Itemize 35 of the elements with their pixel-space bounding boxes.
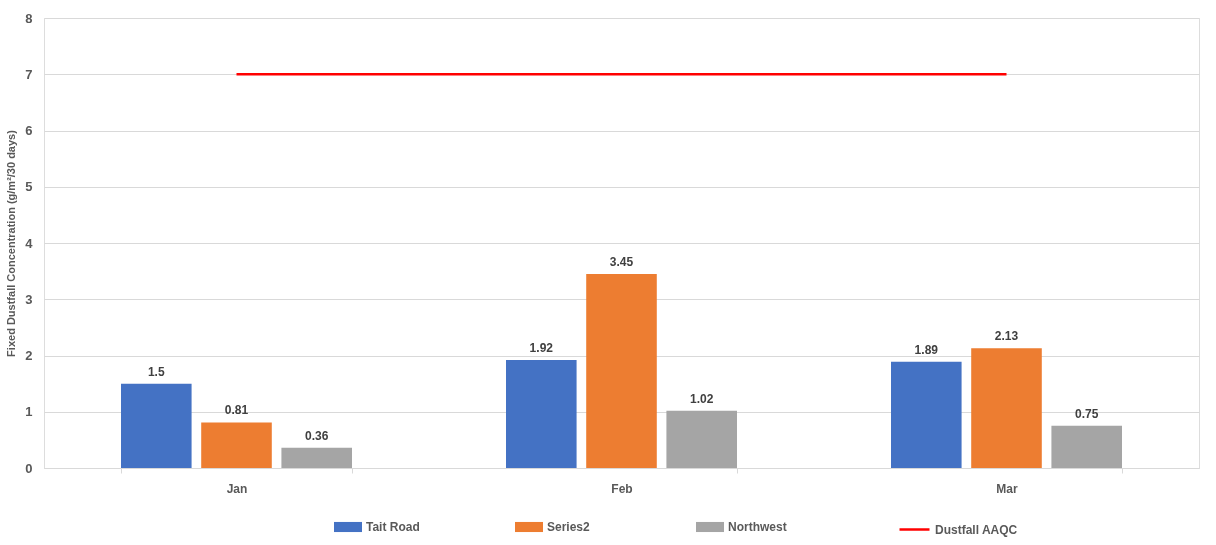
data-label: 3.45 [609, 254, 634, 269]
bar [121, 383, 192, 468]
data-label: 1.02 [690, 391, 714, 406]
data-label: 1.5 [147, 364, 165, 379]
bar [971, 348, 1042, 468]
legend-label: Series2 [547, 520, 591, 534]
data-label: 0.81 [224, 403, 249, 418]
data-label: 1.92 [529, 341, 554, 355]
bar [1051, 425, 1122, 468]
y-tick-label: 2 [25, 348, 33, 363]
bar [506, 360, 577, 468]
y-tick-label: 3 [25, 291, 33, 307]
y-tick-label: 4 [25, 235, 34, 251]
x-tick-label: Jan [226, 481, 248, 496]
data-label: 2.13 [994, 329, 1019, 344]
data-label: 1.89 [914, 342, 939, 357]
y-tick-label: 7 [25, 66, 33, 82]
x-tick-label: Mar [996, 481, 1018, 496]
y-tick-label: 1 [25, 404, 33, 420]
bar [586, 273, 657, 468]
data-label: 0.75 [1075, 406, 1099, 421]
legend-label: Tait Road [366, 520, 420, 534]
x-tick-label: Feb [611, 481, 633, 496]
data-label: 0.36 [305, 428, 329, 443]
y-axis-title: Fixed Dustfall Concentration (g/m²/30 days) [5, 129, 18, 357]
legend-label: Northwest [728, 520, 787, 534]
legend-label: Dustfall AAQC [935, 522, 1018, 537]
bar [666, 410, 737, 468]
y-tick-label: 5 [25, 179, 33, 195]
y-tick-label: 6 [25, 123, 33, 138]
y-tick-label: 8 [25, 10, 33, 26]
y-tick-label: 0 [25, 460, 33, 476]
bar [281, 447, 352, 468]
bar [201, 422, 272, 468]
bar [891, 361, 962, 468]
